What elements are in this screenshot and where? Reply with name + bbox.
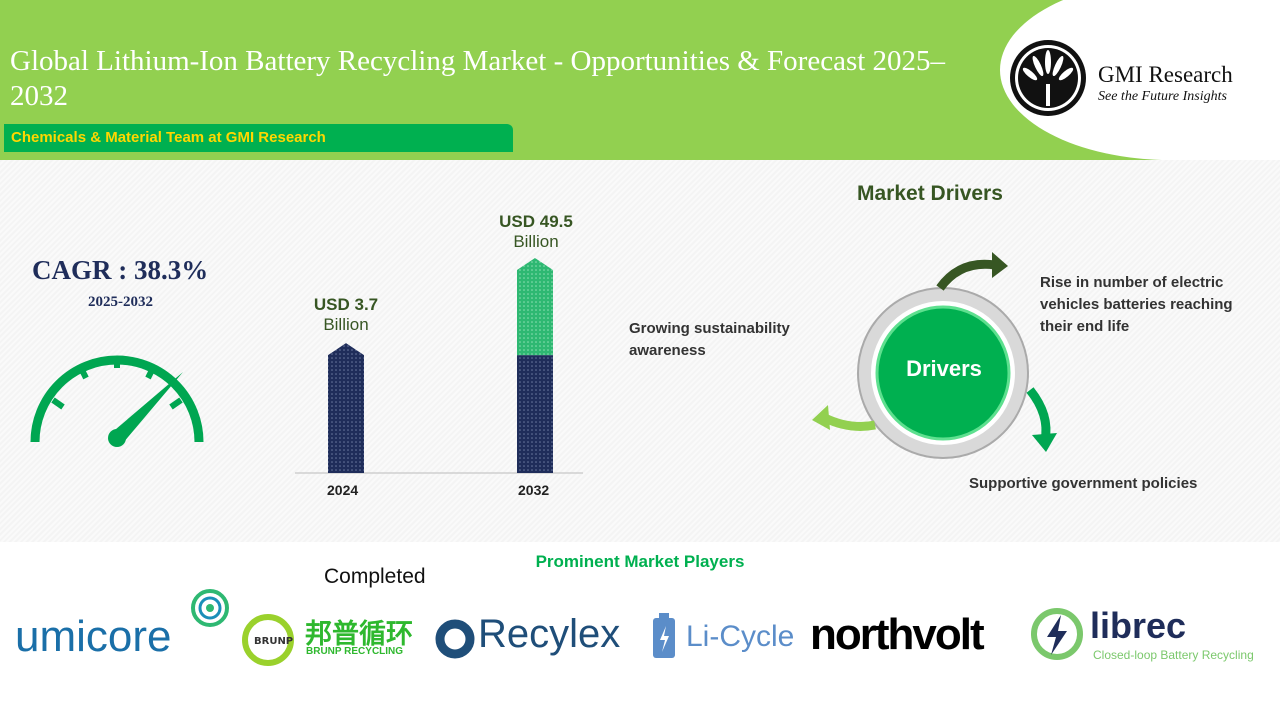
x-tick-2024: 2024 (327, 482, 359, 498)
content-area (0, 160, 1280, 542)
drivers-title: Market Drivers (857, 182, 1003, 205)
data-label-value: USD 49.5 (499, 212, 573, 231)
driver-item: Growing sustainability awareness (629, 320, 790, 359)
data-label-2032: USD 49.5 Billion (486, 212, 586, 252)
arrow-icon (823, 413, 876, 431)
svg-text:BRUNP: BRUNP (254, 636, 293, 647)
brand-tagline: See the Future Insights (1098, 89, 1227, 104)
brand-name: GMI Research (1098, 62, 1233, 87)
bar-2024 (328, 343, 364, 473)
arrow-icon (936, 259, 996, 291)
logo-brunp: 邦普循环 (305, 619, 413, 649)
data-label-unit: Billion (513, 232, 559, 251)
data-label-2024: USD 3.7 Billion (296, 295, 396, 335)
cagr-value: CAGR : 38.3% (32, 255, 209, 285)
page-title: Global Lithium-Ion Battery Recycling Mar… (10, 45, 946, 112)
data-label-unit: Billion (323, 315, 369, 334)
drivers-center-label: Drivers (906, 356, 982, 381)
logo-brunp-sub: BRUNP RECYCLING (306, 646, 404, 657)
brunp-logo-icon: BRUNP (242, 614, 294, 666)
librec-logo-icon (1031, 608, 1083, 660)
umicore-swirl-icon (191, 589, 229, 627)
driver-item: Rise in number of electric vehicles batt… (1040, 274, 1233, 335)
market-size-chart (295, 258, 583, 474)
logo-librec: librec (1090, 605, 1187, 646)
logo-li-cycle: Li-Cycle (686, 620, 795, 653)
bar-2032-growth (517, 258, 553, 356)
logo-northvolt: northvolt (810, 610, 985, 659)
bar-2032-base (517, 355, 553, 473)
team-badge: Chemicals & Material Team at GMI Researc… (4, 124, 513, 152)
arrow-icon (1026, 387, 1051, 441)
cagr-period: 2025-2032 (88, 294, 153, 310)
data-label-value: USD 3.7 (313, 295, 379, 314)
gmi-logo-icon (1010, 40, 1086, 116)
x-tick-2032: 2032 (518, 482, 550, 498)
driver-item: Supportive government policies (969, 475, 1198, 492)
logo-librec-sub: Closed-loop Battery Recycling (1093, 648, 1254, 662)
logo-recylex: Recylex (478, 612, 621, 656)
logo-umicore: umicore (15, 612, 172, 661)
drivers-diagram (812, 252, 1057, 459)
players-title: Prominent Market Players (535, 552, 745, 571)
speedometer-icon (30, 355, 204, 447)
recylex-logo-icon (435, 619, 475, 659)
status-text: Completed (324, 565, 426, 588)
li-cycle-battery-icon (653, 613, 675, 658)
